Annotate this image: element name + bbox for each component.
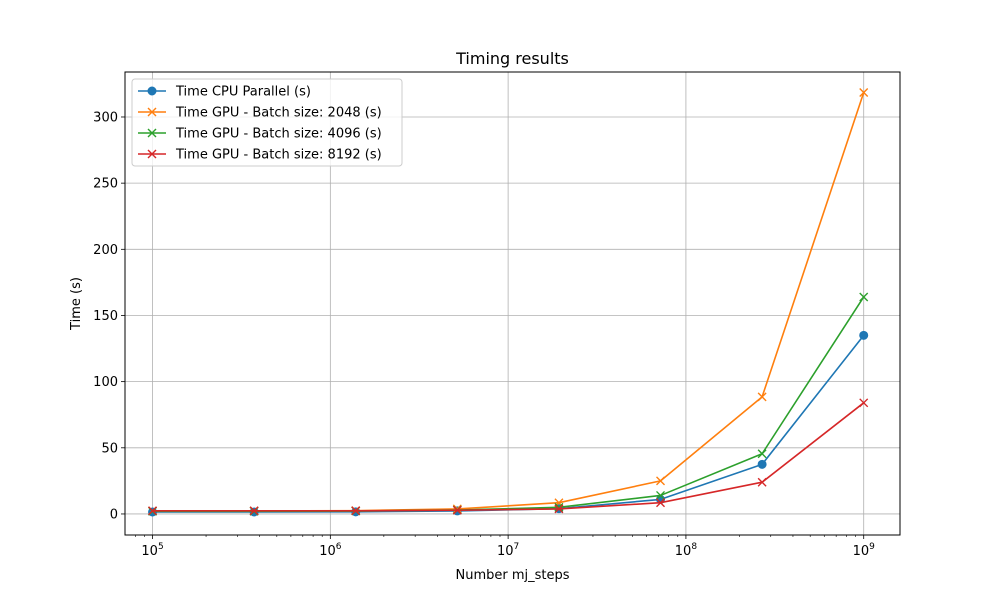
x-tick-label: 106: [319, 542, 342, 559]
y-tick-label: 200: [93, 243, 118, 258]
legend-label: Time GPU - Batch size: 4096 (s): [175, 127, 382, 142]
data-point: [859, 88, 869, 98]
data-point: [351, 506, 361, 516]
x-tick-label-base: 10: [319, 544, 336, 559]
legend: Time CPU Parallel (s) Time GPU - Batch si…: [131, 78, 403, 167]
legend-label: Time GPU - Batch size: 2048 (s): [175, 106, 382, 121]
legend-label: Time GPU - Batch size: 8192 (s): [175, 148, 382, 163]
data-point: [757, 477, 767, 487]
x-tick-label-exponent: 5: [158, 542, 164, 552]
data-point: [757, 392, 767, 402]
y-tick-label: 50: [101, 441, 118, 456]
x-tick-label-exponent: 9: [869, 542, 875, 552]
x-tick-label-base: 10: [141, 544, 158, 559]
x-axis-label: Number mj_steps: [455, 568, 569, 583]
chart-title: Timing results: [455, 49, 569, 68]
legend-marker: [147, 128, 157, 138]
data-point: [554, 504, 564, 514]
y-tick-label: 100: [93, 375, 118, 390]
series-4: [148, 398, 869, 516]
legend-box: [131, 78, 403, 167]
x-tick-label-exponent: 8: [691, 542, 697, 552]
data-point: [859, 398, 869, 408]
y-tick-label: 250: [93, 177, 118, 192]
x-tick-label-base: 10: [675, 544, 692, 559]
series-line: [152, 402, 865, 512]
x-tick-label: 109: [853, 542, 876, 559]
legend-marker: [147, 149, 157, 159]
plot-frame: [124, 71, 901, 536]
x-axis: 105 106 107 108 109: [135, 535, 875, 559]
data-point: [656, 498, 666, 508]
legend-marker: [147, 86, 157, 96]
x-tick-label-base: 10: [497, 544, 514, 559]
series-layer: [148, 88, 869, 517]
data-point: [148, 506, 158, 516]
x-tick-label-exponent: 7: [514, 542, 520, 552]
x-tick-label-base: 10: [853, 544, 870, 559]
data-point: [249, 506, 259, 516]
legend-marker: [147, 107, 157, 117]
x-tick-label-exponent: 6: [336, 542, 342, 552]
data-point: [452, 505, 462, 515]
x-tick-label: 105: [141, 542, 163, 559]
data-point: [859, 330, 869, 340]
y-axis: 0 50 100 150 200 250 300: [93, 110, 125, 522]
legend-label: Time CPU Parallel (s): [175, 85, 311, 100]
legend-entry: Time GPU - Batch size: 4096 (s): [138, 127, 382, 142]
y-tick-label: 0: [110, 507, 118, 522]
legend-entry: Time GPU - Batch size: 2048 (s): [138, 106, 382, 121]
data-point: [757, 459, 767, 469]
x-tick-label: 108: [675, 542, 698, 559]
y-tick-label: 300: [93, 110, 118, 125]
data-point: [859, 292, 869, 302]
data-point: [656, 476, 666, 486]
data-point: [656, 490, 666, 500]
y-tick-label: 150: [93, 309, 118, 324]
data-point: [757, 449, 767, 459]
data-point: [452, 504, 462, 514]
legend-entry: Time GPU - Batch size: 8192 (s): [138, 148, 382, 163]
data-point: [554, 502, 564, 512]
legend-entry: Time CPU Parallel (s): [138, 85, 311, 100]
x-tick-label: 107: [497, 542, 519, 559]
y-axis-label: Time (s): [69, 277, 84, 331]
